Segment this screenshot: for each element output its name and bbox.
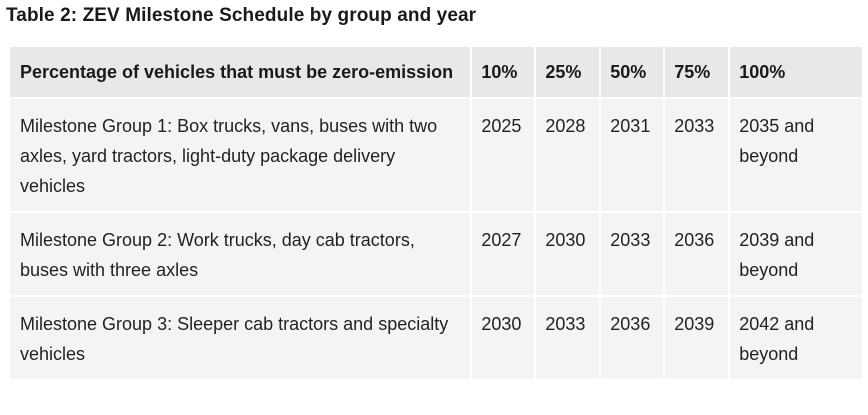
header-pct-100: 100% <box>728 45 864 99</box>
row-year-100: 2042 and beyond <box>728 295 864 381</box>
row-year-25: 2028 <box>534 97 602 213</box>
header-pct-75: 75% <box>663 45 731 99</box>
row-year-10: 2027 <box>470 211 537 297</box>
row-year-10: 2025 <box>470 97 537 213</box>
table-row: Milestone Group 1: Box trucks, vans, bus… <box>7 97 864 213</box>
header-pct-50: 50% <box>599 45 666 99</box>
row-year-25: 2033 <box>534 295 602 381</box>
row-group-name: Milestone Group 3: Sleeper cab tractors … <box>7 295 473 381</box>
row-group-name: Milestone Group 2: Work trucks, day cab … <box>7 211 473 297</box>
row-year-100: 2035 and beyond <box>728 97 864 213</box>
header-pct-10: 10% <box>470 45 537 99</box>
zev-milestone-table: Percentage of vehicles that must be zero… <box>7 45 864 381</box>
table-row: Milestone Group 2: Work trucks, day cab … <box>7 211 864 297</box>
header-row: Percentage of vehicles that must be zero… <box>7 45 864 99</box>
row-year-100: 2039 and beyond <box>728 211 864 297</box>
row-year-75: 2039 <box>663 295 731 381</box>
row-year-25: 2030 <box>534 211 602 297</box>
table-body: Milestone Group 1: Box trucks, vans, bus… <box>7 97 864 381</box>
row-year-10: 2030 <box>470 295 537 381</box>
table-caption: Table 2: ZEV Milestone Schedule by group… <box>6 5 477 26</box>
header-pct-25: 25% <box>534 45 602 99</box>
row-year-50: 2036 <box>599 295 666 381</box>
row-year-50: 2031 <box>599 97 666 213</box>
table-header: Percentage of vehicles that must be zero… <box>7 45 864 99</box>
row-year-75: 2033 <box>663 97 731 213</box>
row-year-75: 2036 <box>663 211 731 297</box>
row-group-name: Milestone Group 1: Box trucks, vans, bus… <box>7 97 473 213</box>
header-group: Percentage of vehicles that must be zero… <box>7 45 473 99</box>
row-year-50: 2033 <box>599 211 666 297</box>
table-row: Milestone Group 3: Sleeper cab tractors … <box>7 295 864 381</box>
